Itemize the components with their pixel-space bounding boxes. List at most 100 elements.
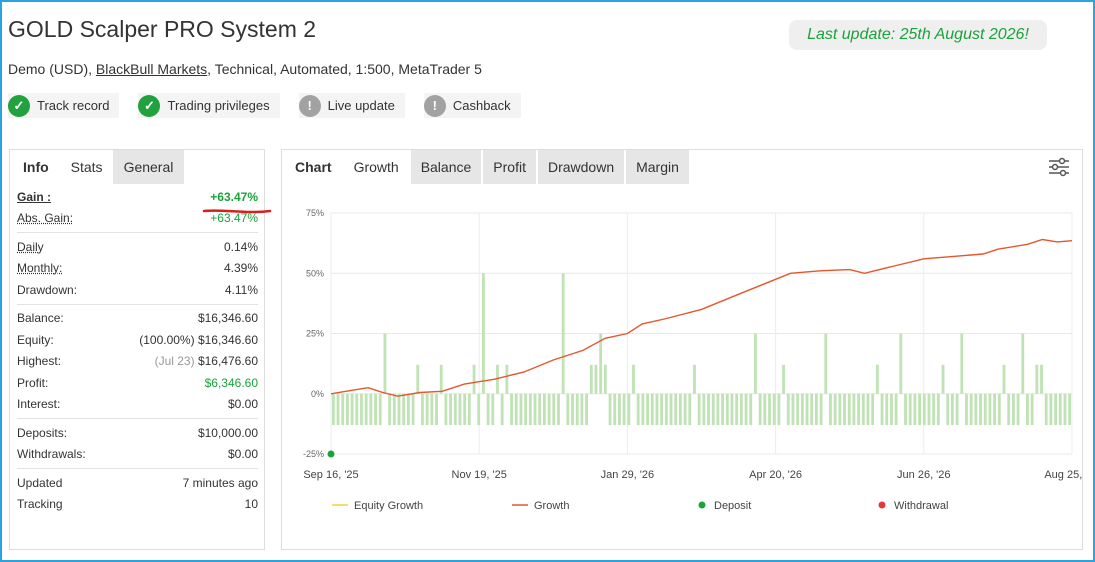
bar	[932, 393, 936, 426]
bar	[829, 393, 832, 426]
bar	[369, 393, 373, 426]
bar	[791, 393, 795, 426]
tab-profit[interactable]: Profit	[483, 150, 536, 184]
stats-tabs: Info Stats General	[10, 150, 264, 184]
stat-label: Drawdown:	[17, 282, 78, 297]
bar	[810, 393, 814, 426]
badge-label: Track record	[37, 98, 110, 113]
bar	[641, 393, 645, 426]
bar	[1030, 393, 1034, 426]
bar	[1002, 364, 1006, 394]
bar	[528, 393, 532, 426]
highest-date: (Jul 23)	[154, 354, 195, 369]
check-icon: ✓	[8, 94, 30, 117]
bar	[707, 393, 710, 426]
bar	[603, 364, 607, 394]
stat-row-deposits: Deposits: $10,000.00	[17, 422, 258, 444]
equity-percent: (100.00%)	[139, 332, 195, 347]
stat-row-balance: Balance: $16,346.60	[17, 308, 258, 330]
divider	[17, 232, 258, 233]
bar	[627, 393, 631, 426]
bar	[463, 393, 467, 426]
tab-chart[interactable]: Chart	[295, 159, 332, 175]
divider	[17, 303, 258, 305]
bar	[721, 393, 725, 426]
bar	[833, 393, 837, 426]
stat-label: Daily	[17, 239, 44, 254]
bar	[875, 364, 879, 394]
tab-balance[interactable]: Balance	[410, 150, 482, 184]
stats-list: Gain : +63.47% Abs. Gain: +63.47% Daily …	[17, 186, 258, 515]
badge-cashback[interactable]: ! Cashback	[423, 93, 521, 118]
bar	[805, 393, 809, 426]
bar	[519, 393, 523, 426]
bar	[599, 333, 603, 394]
bar	[533, 393, 537, 426]
tab-margin[interactable]: Margin	[626, 150, 689, 184]
divider	[17, 418, 258, 419]
bar	[800, 393, 804, 426]
bar	[749, 393, 753, 426]
tab-growth[interactable]: Growth	[343, 150, 409, 184]
tab-info[interactable]: Info	[23, 159, 49, 175]
bar	[669, 393, 673, 426]
bar	[467, 393, 471, 426]
badge-track-record[interactable]: ✓ Track record	[8, 93, 120, 118]
stat-row-equity: Equity: (100.00%) $16,346.60	[17, 329, 258, 351]
badge-live-update[interactable]: ! Live update	[298, 93, 405, 118]
bar	[472, 364, 476, 394]
growth-line	[330, 238, 1073, 397]
bar	[500, 393, 504, 426]
bar	[1021, 333, 1025, 394]
settings-sliders-icon[interactable]	[1048, 156, 1070, 178]
stat-row-interest: Interest: $0.00	[17, 394, 258, 416]
stat-value: $16,346.60	[197, 311, 258, 326]
bar	[969, 393, 973, 426]
broker-link[interactable]: BlackBull Markets	[95, 61, 208, 77]
bar	[458, 393, 462, 426]
bar	[613, 393, 617, 426]
bar	[951, 393, 954, 426]
bar	[782, 364, 785, 394]
exclamation-icon: !	[298, 94, 321, 117]
bar	[960, 333, 964, 394]
chart-panel: Chart Growth Balance Profit Drawdown Mar…	[281, 149, 1083, 550]
stat-row-gain: Gain : +63.47%	[17, 186, 258, 208]
bar	[421, 393, 424, 426]
tab-drawdown[interactable]: Drawdown	[537, 150, 625, 184]
bar	[688, 393, 692, 426]
legend-growth: Growth	[534, 500, 569, 512]
tab-general[interactable]: General	[112, 150, 185, 184]
bar	[843, 393, 846, 426]
y-tick-label: -25%	[303, 449, 324, 459]
deposit-point	[327, 450, 335, 458]
stat-row-drawdown: Drawdown: 4.11%	[17, 279, 258, 301]
bar	[538, 393, 542, 426]
bar	[1044, 393, 1048, 426]
stat-value: (Jul 23) $16,476.60	[155, 354, 258, 368]
stat-row-withdrawals: Withdrawals: $0.00	[17, 444, 258, 466]
bar	[416, 364, 420, 394]
bar	[561, 273, 565, 394]
bar	[908, 393, 912, 426]
badge-label: Trading privileges	[167, 98, 270, 113]
bar	[646, 393, 649, 426]
bar	[936, 393, 940, 426]
badge-trading-privileges[interactable]: ✓ Trading privileges	[138, 93, 280, 118]
bar	[552, 393, 556, 426]
bar	[861, 393, 865, 426]
x-tick-label: Aug 25, '26	[1044, 469, 1082, 481]
bar	[796, 393, 800, 426]
tab-stats[interactable]: Stats	[60, 150, 113, 184]
check-icon: ✓	[138, 94, 161, 117]
bar	[341, 393, 345, 426]
bar	[444, 393, 448, 426]
bar	[557, 393, 560, 426]
bar	[1007, 393, 1011, 426]
bar	[890, 393, 893, 426]
stat-label: Equity:	[17, 332, 54, 347]
bar	[711, 393, 715, 426]
bar	[730, 393, 734, 426]
bar	[838, 393, 842, 426]
last-update-badge: Last update: 25th August 2026!	[789, 20, 1047, 50]
